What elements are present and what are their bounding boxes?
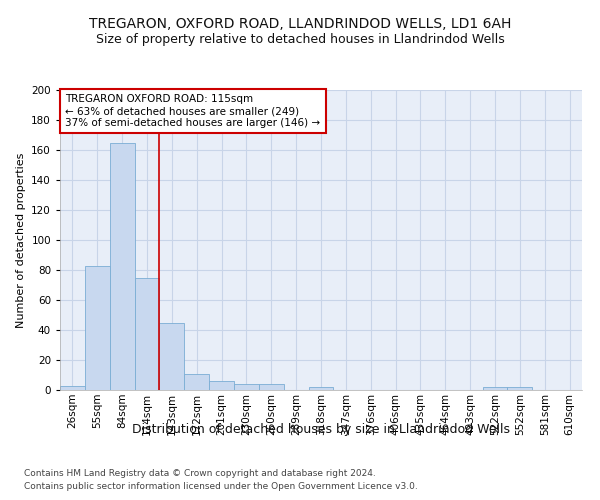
- Bar: [110, 142, 134, 390]
- Bar: [234, 384, 259, 390]
- Bar: [482, 387, 508, 390]
- Bar: [259, 384, 284, 390]
- Bar: [508, 387, 532, 390]
- Bar: [85, 266, 110, 390]
- Bar: [160, 322, 184, 390]
- Text: TREGARON OXFORD ROAD: 115sqm
← 63% of detached houses are smaller (249)
37% of s: TREGARON OXFORD ROAD: 115sqm ← 63% of de…: [65, 94, 320, 128]
- Text: Contains HM Land Registry data © Crown copyright and database right 2024.: Contains HM Land Registry data © Crown c…: [24, 468, 376, 477]
- Text: Size of property relative to detached houses in Llandrindod Wells: Size of property relative to detached ho…: [95, 32, 505, 46]
- Y-axis label: Number of detached properties: Number of detached properties: [16, 152, 26, 328]
- Text: Contains public sector information licensed under the Open Government Licence v3: Contains public sector information licen…: [24, 482, 418, 491]
- Text: TREGARON, OXFORD ROAD, LLANDRINDOD WELLS, LD1 6AH: TREGARON, OXFORD ROAD, LLANDRINDOD WELLS…: [89, 18, 511, 32]
- Bar: [209, 381, 234, 390]
- Bar: [308, 387, 334, 390]
- Bar: [134, 278, 160, 390]
- Bar: [184, 374, 209, 390]
- Text: Distribution of detached houses by size in Llandrindod Wells: Distribution of detached houses by size …: [132, 422, 510, 436]
- Bar: [60, 386, 85, 390]
